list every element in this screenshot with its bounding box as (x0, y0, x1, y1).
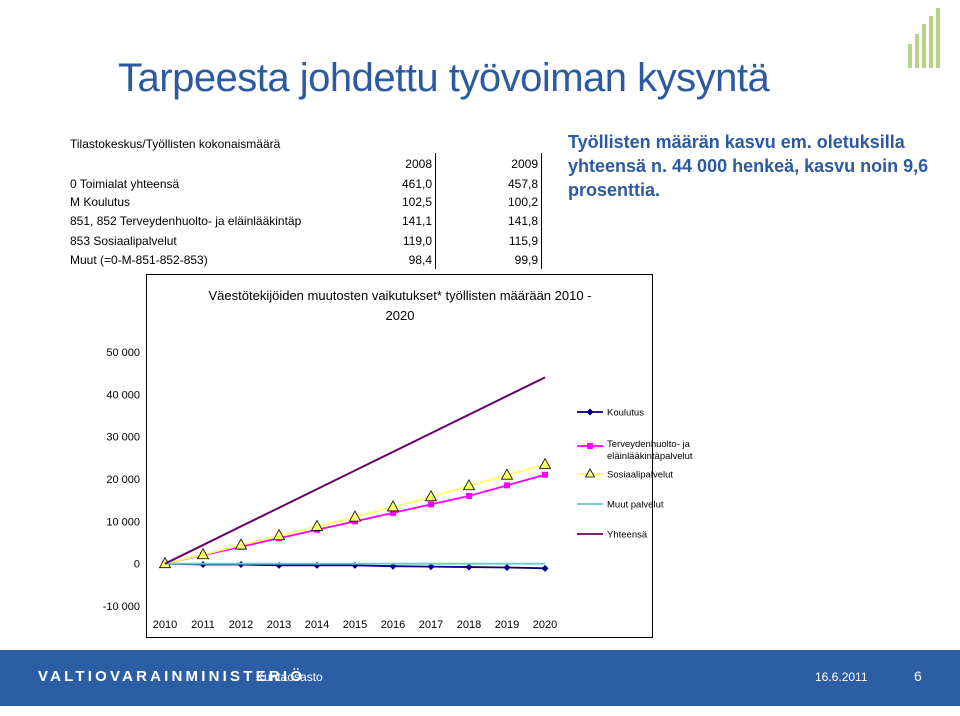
table-row-label: M Koulutus (70, 195, 131, 209)
table-cell: 99,9 (514, 253, 538, 267)
table-cell: 98,4 (408, 253, 432, 267)
table-cell: 119,0 (402, 234, 432, 248)
table-row-label: Muut (=0-M-851-852-853) (70, 253, 208, 267)
chart-frame (146, 274, 653, 638)
x-tick-label: 2011 (191, 619, 215, 631)
data-point (541, 564, 549, 572)
x-tick-label: 2017 (419, 619, 443, 631)
legend-label: Yhteensä (607, 530, 648, 541)
table-header-2008: 2008 (405, 157, 432, 171)
x-tick-label: 2014 (305, 619, 329, 631)
x-tick-label: 2013 (267, 619, 291, 631)
legend-marker (584, 468, 596, 478)
chart-title-line2: 2020 (385, 307, 415, 323)
data-point (310, 519, 324, 531)
table-cell: 115,9 (508, 234, 538, 248)
data-point (538, 457, 552, 470)
data-point (542, 471, 548, 478)
x-tick-label: 2018 (457, 619, 481, 631)
y-tick-label: 40 000 (106, 389, 140, 401)
ministry-name: VALTIOVARAINMINISTERIÖ (38, 668, 306, 685)
table-cell: 141,8 (507, 214, 538, 228)
x-tick-label: 2010 (153, 619, 177, 631)
chart-title: Väestötekijöiden muutosten vaikutukset* … (140, 286, 660, 325)
x-tick-label: 2015 (343, 619, 367, 631)
data-point (348, 510, 362, 522)
y-tick-label: -10 000 (103, 601, 140, 613)
legend-label: Muut palvelut (607, 500, 664, 511)
legend-marker (587, 443, 593, 449)
table-cell: 461,0 (401, 177, 432, 191)
data-point (427, 563, 435, 571)
y-tick-label: 20 000 (106, 474, 140, 486)
page-title: Tarpeesta johdettu työvoiman kysyntä (118, 56, 770, 100)
y-tick-label: 0 (134, 559, 140, 571)
table-row-label: 851, 852 Terveydenhuolto- ja eläinlääkin… (70, 214, 302, 228)
legend-label: Terveydenhuolto- ja (607, 439, 691, 450)
x-tick-label: 2019 (495, 619, 519, 631)
footer-bar: VALTIOVARAINMINISTERIÖ Kuntaosasto 16.6.… (0, 650, 960, 706)
table-cell: 457,8 (507, 177, 538, 191)
data-point (196, 547, 210, 560)
table-cell: 141,1 (401, 214, 432, 228)
footer-date: 16.6.2011 (815, 670, 868, 684)
table-cell: 102,5 (401, 195, 432, 209)
legend-marker (586, 408, 594, 416)
legend-label: Sosiaalipalvelut (607, 470, 673, 481)
legend-label: Koulutus (607, 408, 644, 419)
data-point (504, 482, 510, 489)
x-tick-label: 2020 (533, 619, 557, 631)
series-line-4 (164, 376, 546, 565)
x-tick-label: 2012 (229, 619, 253, 631)
column-divider (435, 153, 436, 269)
data-point (428, 501, 434, 508)
data-point (234, 538, 248, 550)
data-point (272, 528, 286, 541)
logo-bars-icon (908, 8, 948, 68)
y-tick-label: 50 000 (106, 347, 140, 359)
page-number: 6 (914, 668, 922, 684)
x-tick-label: 2016 (381, 619, 405, 631)
y-tick-label: 10 000 (106, 516, 140, 528)
growth-summary-text: Työllisten määrän kasvu em. oletuksilla … (568, 132, 929, 200)
table-row-label: 853 Sosiaalipalvelut (70, 234, 177, 248)
department-name: Kuntaosasto (256, 670, 323, 684)
data-point (466, 492, 472, 499)
data-point (390, 509, 396, 516)
table-header-2009: 2009 (511, 157, 538, 171)
table-caption: Tilastokeskus/Työllisten kokonaismäärä (70, 137, 281, 151)
data-point (503, 563, 511, 571)
data-point (465, 563, 473, 571)
table-cell: 100,2 (507, 195, 538, 209)
column-divider (541, 153, 542, 269)
data-point (462, 478, 476, 491)
legend-label: eläinlääkintäpalvelut (607, 451, 693, 462)
data-point (386, 500, 400, 512)
data-point (500, 468, 514, 480)
chart-title-line1: Väestötekijöiden muutosten vaikutukset* … (208, 288, 592, 303)
y-tick-label: 30 000 (106, 432, 140, 444)
data-point (424, 489, 438, 502)
table-row-label: 0 Toimialat yhteensä (70, 177, 180, 191)
